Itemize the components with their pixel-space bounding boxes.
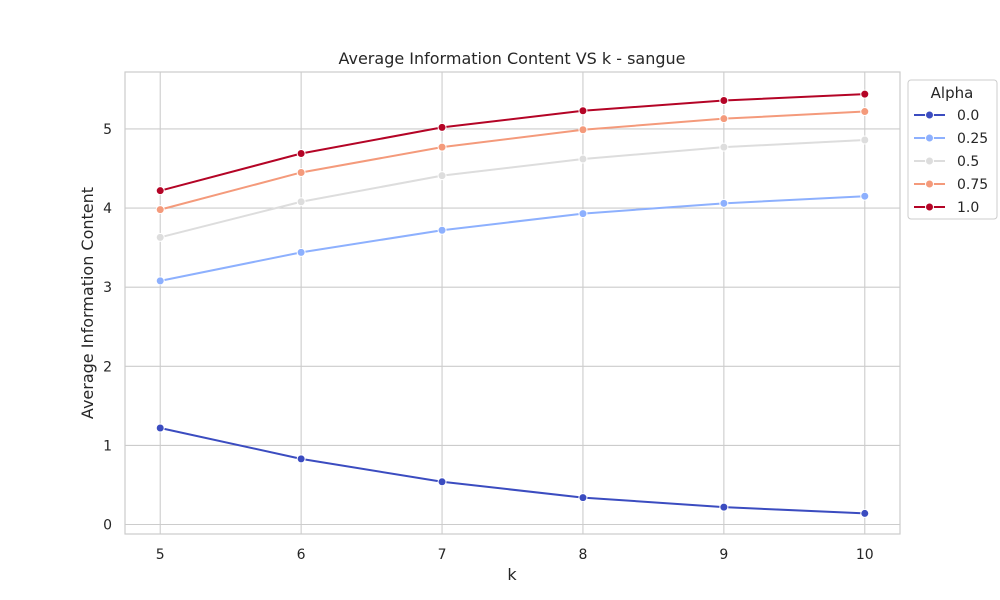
data-point: [578, 209, 588, 219]
data-point: [437, 225, 447, 235]
y-tick-label: 0: [103, 518, 112, 534]
series-0.5: [155, 135, 870, 242]
data-point: [719, 198, 729, 208]
y-tick-label: 5: [103, 122, 112, 138]
x-tick-label: 8: [578, 547, 587, 563]
legend-marker: [925, 179, 934, 189]
x-tick-labels: 5 6 7 8 9 10: [156, 547, 874, 563]
series-line: [160, 427, 865, 515]
x-tick-label: 5: [156, 547, 165, 563]
series-line: [159, 93, 865, 192]
x-tick-label: 10: [856, 547, 874, 563]
data-point: [860, 508, 870, 518]
series-0.75: [155, 107, 870, 215]
data-point: [155, 232, 165, 242]
data-point: [719, 142, 729, 152]
data-point: [860, 89, 870, 99]
y-tick-label: 4: [103, 201, 112, 217]
series-line: [159, 139, 865, 239]
data-point: [155, 423, 165, 433]
data-point: [860, 107, 870, 117]
data-point: [578, 154, 588, 164]
legend-marker: [925, 156, 934, 166]
legend-item: 0.25: [914, 131, 988, 147]
data-point: [296, 454, 306, 464]
series-layer: [155, 89, 870, 518]
data-point: [437, 171, 447, 181]
data-point: [719, 95, 729, 105]
x-tick-label: 9: [719, 547, 728, 563]
series-0.25: [155, 191, 870, 286]
legend-marker: [925, 202, 934, 212]
legend-label: 0.0: [957, 108, 979, 124]
data-point: [719, 502, 729, 512]
data-point: [296, 247, 306, 257]
legend-item: 1.0: [914, 200, 979, 216]
y-tick-label: 2: [103, 359, 112, 375]
legend-item: 0.5: [914, 154, 979, 170]
data-point: [296, 167, 306, 177]
plot-area-frame: [124, 71, 901, 535]
legend-item: 0.75: [914, 177, 988, 193]
legend-marker: [925, 110, 934, 120]
data-point: [437, 477, 447, 487]
y-tick-label: 1: [103, 438, 112, 454]
y-tick-labels: 0 1 2 3 4 5: [103, 122, 112, 534]
legend: Alpha 0.0 0.25 0.5 0.75 1.0: [907, 79, 998, 220]
data-point: [437, 122, 447, 132]
y-tick-label: 3: [103, 280, 112, 296]
data-point: [578, 125, 588, 135]
data-point: [860, 135, 870, 145]
data-point: [578, 106, 588, 116]
legend-item: 0.0: [914, 108, 979, 124]
series-0.0: [155, 423, 870, 518]
series-1.0: [155, 89, 870, 196]
chart-title: Average Information Content VS k - sangu…: [338, 49, 685, 68]
legend-marker: [925, 133, 934, 143]
legend-label: 0.25: [957, 131, 988, 147]
data-point: [296, 197, 306, 207]
x-axis-label: k: [507, 565, 517, 584]
y-axis-label: Average Information Content: [78, 187, 97, 419]
data-point: [578, 493, 588, 503]
data-point: [155, 205, 165, 215]
series-line: [159, 110, 865, 211]
series-line: [160, 195, 865, 282]
data-point: [296, 148, 306, 158]
x-tick-label: 6: [297, 547, 306, 563]
data-point: [155, 276, 165, 286]
data-point: [437, 142, 447, 152]
data-point: [860, 191, 870, 201]
legend-title: Alpha: [931, 84, 974, 102]
legend-items: 0.0 0.25 0.5 0.75 1.0: [914, 108, 988, 216]
legend-label: 0.5: [957, 154, 979, 170]
data-point: [155, 186, 165, 196]
data-point: [719, 114, 729, 124]
legend-label: 1.0: [957, 200, 979, 216]
legend-label: 0.75: [957, 177, 988, 193]
x-tick-label: 7: [438, 547, 447, 563]
